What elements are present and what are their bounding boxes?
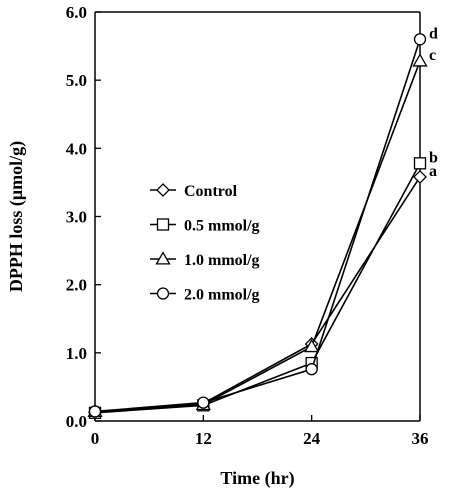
legend-label: 0.5 mmol/g bbox=[184, 218, 260, 235]
data-point-circle bbox=[197, 396, 210, 409]
axes bbox=[94, 11, 421, 422]
legend-label: Control bbox=[184, 183, 238, 200]
y-axis-title: DPPH loss (μmol/g) bbox=[6, 141, 27, 292]
legend-item: Control bbox=[150, 183, 238, 200]
legend-item: 2.0 mmol/g bbox=[150, 287, 260, 304]
significance-letter: a bbox=[429, 163, 437, 180]
x-tick-label: 12 bbox=[195, 429, 212, 448]
legend-marker-square bbox=[156, 218, 170, 231]
series-group bbox=[87, 33, 428, 420]
y-tick-label: 5.0 bbox=[66, 71, 87, 90]
series-line bbox=[94, 162, 421, 414]
legend-marker-circle bbox=[156, 287, 170, 300]
series-triangle bbox=[87, 53, 428, 417]
y-tick-label: 3.0 bbox=[66, 208, 87, 227]
significance-letter: c bbox=[429, 47, 436, 64]
y-tick-label: 6.0 bbox=[66, 3, 87, 22]
legend-marker-triangle bbox=[155, 251, 171, 265]
legend-item: 0.5 mmol/g bbox=[150, 218, 260, 235]
significance-annotations: ab cd bbox=[429, 25, 438, 180]
series-line bbox=[94, 60, 421, 413]
x-axis-title: Time (hr) bbox=[220, 468, 294, 489]
significance-letter: b bbox=[429, 149, 438, 166]
y-tick-label: 0.0 bbox=[66, 412, 87, 431]
y-tick-label: 1.0 bbox=[66, 344, 87, 363]
data-point-diamond bbox=[413, 170, 427, 184]
x-axis-ticks: 0 12 24 36 bbox=[91, 415, 429, 448]
x-tick-label: 0 bbox=[91, 429, 100, 448]
data-point-triangle bbox=[412, 53, 428, 67]
x-tick-label: 36 bbox=[412, 429, 429, 448]
series-circle bbox=[88, 33, 427, 418]
legend-label: 2.0 mmol/g bbox=[184, 287, 260, 304]
data-point-circle bbox=[305, 363, 318, 376]
y-tick-label: 4.0 bbox=[66, 139, 87, 158]
legend-label: 1.0 mmol/g bbox=[184, 252, 260, 269]
series-line bbox=[94, 39, 421, 413]
significance-letter: d bbox=[429, 25, 438, 42]
data-point-circle bbox=[88, 405, 102, 418]
data-point-triangle bbox=[304, 338, 320, 353]
y-axis-ticks: 0.0 1.0 2.0 3.0 4.0 5.0 6.0 bbox=[66, 3, 101, 431]
legend-marker-diamond bbox=[156, 183, 170, 197]
legend: Control 0.5 mmol/g 1.0 mmol/g 2.0 mmol/g bbox=[150, 183, 260, 304]
legend-item: 1.0 mmol/g bbox=[150, 251, 260, 269]
data-point-square bbox=[413, 157, 427, 170]
y-tick-label: 2.0 bbox=[66, 276, 87, 295]
x-tick-label: 24 bbox=[303, 429, 321, 448]
data-point-circle bbox=[413, 33, 427, 46]
